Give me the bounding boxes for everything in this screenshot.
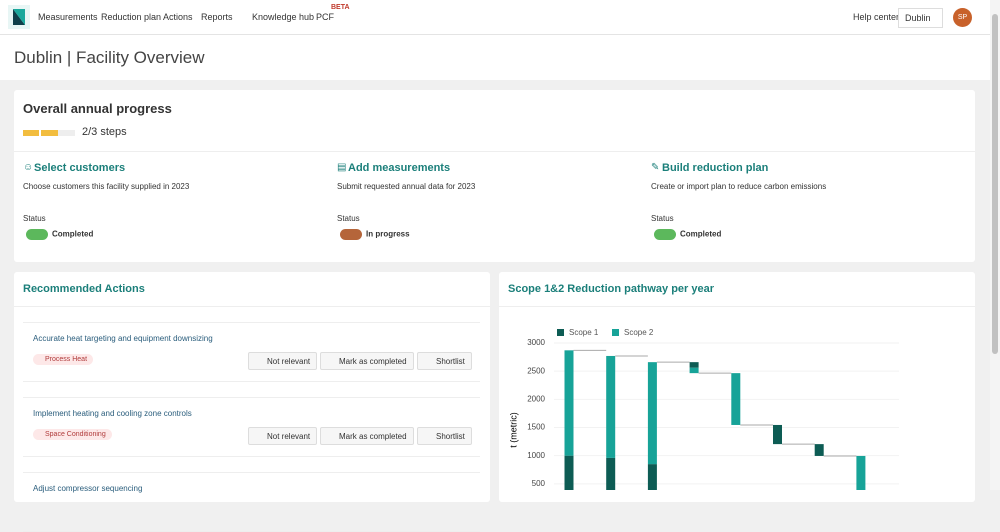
action-row [23, 397, 480, 457]
legend-label: Scope 2 [624, 328, 654, 337]
step-icon: ☺ [23, 162, 34, 173]
y-tick-label: 1000 [527, 451, 545, 460]
steps-label: 2/3 steps [82, 126, 127, 138]
beta-badge: BETA [331, 4, 350, 11]
step-description: Choose customers this facility supplied … [23, 182, 190, 191]
bar-segment [689, 367, 699, 374]
bar-segment [564, 455, 574, 490]
action-button[interactable]: Mark as completed [320, 352, 414, 370]
step-icon: ✎ [651, 162, 660, 173]
step-description: Submit requested annual data for 2023 [337, 182, 476, 191]
bar-segment [647, 464, 657, 490]
bar-segment [606, 355, 616, 458]
y-axis-title: t (metric) [508, 412, 518, 448]
bar-segment [814, 444, 824, 456]
status-pill [654, 229, 676, 240]
status-badge: In progress [340, 229, 410, 240]
chart: 500 1000 1500 2000 2500 3000 t (metric) Scope 1… [508, 328, 899, 490]
nav-bar: Measurements Reduction plan Actions Repo… [0, 0, 990, 35]
step-description: Create or import plan to reduce carbon e… [651, 182, 827, 191]
step-icon: ▤ [337, 162, 347, 173]
location-select[interactable]: Dublin [898, 8, 943, 28]
status-label: Status [651, 214, 674, 223]
status-label: Status [337, 214, 360, 223]
progress-bar [23, 130, 75, 136]
y-tick-label: 2000 [527, 394, 545, 403]
y-tick-label: 2500 [527, 366, 545, 375]
action-row [23, 322, 480, 382]
bar-segment [773, 424, 782, 445]
nav-item[interactable]: Actions [163, 12, 193, 22]
bar-segment [647, 362, 657, 465]
title-band: Dublin | Facility Overview [0, 35, 990, 80]
actions-title: Recommended Actions [23, 283, 145, 295]
legend-label: Scope 1 [569, 328, 599, 337]
status-pill [340, 229, 362, 240]
action-button[interactable]: Not relevant [248, 352, 318, 370]
chart-title: Scope 1&2 Reduction pathway per year [508, 283, 715, 295]
bar-segment [689, 362, 699, 368]
bar-segment [731, 373, 741, 425]
y-tick-label: 3000 [527, 338, 545, 347]
legend-swatch [557, 329, 564, 336]
status-label: Status [23, 214, 46, 223]
legend-swatch [612, 329, 619, 336]
action-button[interactable]: Shortlist [417, 352, 472, 370]
nav-item[interactable]: Knowledge hub [252, 12, 315, 22]
y-tick-label: 1500 [527, 423, 545, 432]
step-title: Build reduction plan [662, 162, 769, 174]
nav-item[interactable]: Measurements [38, 12, 98, 22]
bar-segment [564, 350, 574, 456]
status-badge: Completed [654, 229, 721, 240]
status-badge: Completed [26, 229, 93, 240]
bar-segment [606, 457, 616, 490]
action-button[interactable]: Not relevant [248, 427, 318, 445]
action-tag: Space Conditioning [33, 429, 112, 440]
y-tick-label: 500 [532, 479, 546, 488]
actions-card: Recommended Actions Accurate heat target… [14, 272, 490, 532]
nav-item[interactable]: Reduction plan [101, 12, 162, 22]
status-text: In progress [366, 229, 410, 239]
status-pill [26, 229, 48, 240]
help-link[interactable]: Help center [853, 12, 900, 22]
logo [8, 5, 30, 29]
action-title[interactable]: Accurate heat targeting and equipment do… [33, 334, 213, 343]
scrollbar [990, 0, 1000, 490]
progress-card: Overall annual progress 2/3 steps Select… [14, 90, 975, 262]
action-button[interactable]: Mark as completed [320, 427, 414, 445]
step-title: Select customers [34, 162, 126, 174]
status-text: Completed [680, 229, 722, 239]
nav-item[interactable]: Reports [201, 12, 233, 22]
action-title[interactable]: Adjust compressor sequencing [33, 484, 143, 493]
action-tag: Process Heat [33, 354, 94, 365]
progress-title: Overall annual progress [23, 101, 172, 116]
status-text: Completed [52, 229, 94, 239]
step-title: Add measurements [348, 162, 451, 174]
page-title: Dublin | Facility Overview [14, 48, 205, 67]
avatar[interactable]: SP [953, 8, 972, 27]
action-title[interactable]: Implement heating and cooling zone contr… [33, 409, 192, 418]
action-row [23, 472, 480, 532]
action-button[interactable]: Shortlist [417, 427, 472, 445]
nav-item[interactable]: PCF [316, 12, 334, 22]
bar-segment [856, 455, 866, 490]
